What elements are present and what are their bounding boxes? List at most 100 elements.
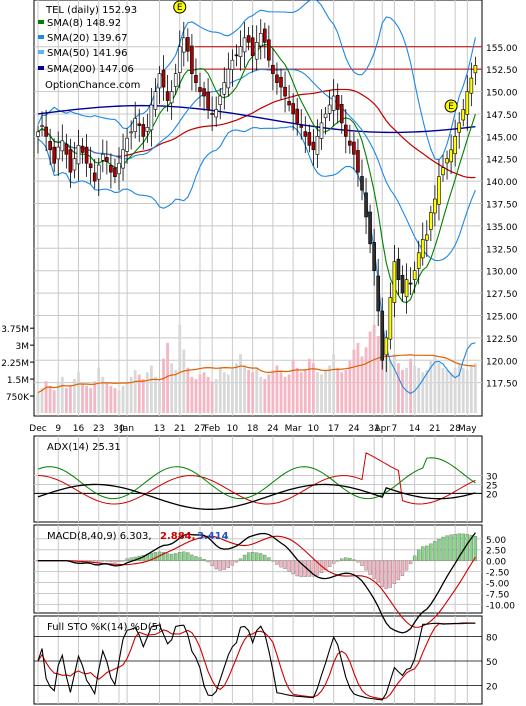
legend-swatch-sma20	[38, 35, 44, 39]
volume-bar	[85, 385, 88, 413]
sto-k-line	[37, 622, 476, 701]
price-tick-label: 125.00	[486, 312, 518, 322]
volume-bar	[376, 336, 380, 413]
macd-histogram-bar	[473, 536, 478, 561]
price-tick-label: 127.50	[486, 290, 518, 300]
bollinger-lower-line	[37, 126, 476, 395]
candle-up	[461, 109, 466, 121]
macd-histogram-bar	[275, 560, 279, 565]
candle-up	[60, 140, 65, 152]
candle-down	[234, 54, 239, 57]
volume-bar	[81, 383, 84, 413]
volume-tick-label: 2.25M	[1, 359, 29, 369]
x-tick-label: 27	[194, 424, 205, 434]
volume-bar	[429, 360, 433, 413]
legend-swatch-sma200	[38, 66, 44, 70]
macd-histogram-bar	[364, 560, 368, 571]
volume-bar	[137, 374, 141, 413]
macd-histogram-bar	[109, 560, 113, 562]
candle-up	[384, 337, 389, 356]
macd-tick-label: -5.00	[486, 580, 510, 590]
candle-down	[210, 113, 214, 115]
macd-histogram-bar	[372, 560, 376, 579]
volume-bar	[150, 365, 153, 413]
candle-down	[44, 126, 48, 137]
volume-bar	[247, 370, 250, 413]
macd-histogram-bar	[408, 560, 413, 565]
candle-up	[420, 239, 425, 259]
macd-histogram-bar	[441, 536, 445, 561]
macd-histogram-bar	[315, 560, 320, 576]
candle-up	[226, 68, 231, 89]
volume-bar	[401, 370, 404, 413]
macd-histogram-bar	[465, 534, 469, 561]
bollinger-upper-line	[37, 0, 476, 161]
volume-bar	[332, 354, 336, 413]
candle-up	[465, 91, 470, 115]
macd-histogram-bar	[352, 559, 356, 561]
price-tick-label: 155.00	[486, 44, 518, 54]
macd-histogram-bar	[461, 533, 465, 561]
volume-bar	[69, 385, 72, 413]
volume-bar	[239, 354, 242, 413]
macd-histogram-bar	[380, 560, 384, 587]
volume-bar	[409, 358, 412, 413]
price-tick-label: 150.00	[486, 89, 518, 99]
volume-bar	[393, 354, 396, 413]
volume-bar	[417, 367, 421, 413]
volume-bar	[251, 372, 255, 413]
volume-bars	[36, 324, 477, 413]
volume-bar	[433, 356, 437, 413]
sto-tick-label: 50	[486, 658, 498, 668]
volume-bar	[356, 342, 360, 413]
macd-histogram-bar	[101, 560, 105, 562]
volume-bar	[364, 347, 368, 413]
candle-up	[424, 234, 429, 241]
macd-tick-label: 0.00	[486, 558, 506, 568]
volume-bar	[64, 388, 68, 413]
macd-histogram-bar	[238, 558, 243, 561]
candle-up	[230, 59, 235, 70]
macd-histogram-bar	[246, 552, 251, 561]
candle-down	[348, 140, 352, 146]
volume-bar	[141, 379, 145, 413]
price-tick-label: 135.00	[486, 223, 518, 233]
macd-histogram-bar	[437, 538, 441, 561]
macd-histogram-bar	[186, 552, 190, 561]
macd-hist-label: 3.414	[197, 531, 229, 542]
macd-histogram-bar	[218, 560, 222, 571]
volume-bar	[60, 376, 64, 413]
adx-label: ADX(14) 25.31	[47, 442, 121, 453]
candle-down	[262, 28, 267, 43]
volume-bar	[474, 363, 477, 413]
price-tick-label: 137.50	[486, 201, 518, 211]
candle-down	[137, 123, 142, 126]
candle-down	[376, 275, 381, 312]
candle-down	[48, 141, 52, 151]
adx-tick-label: 25	[486, 481, 497, 491]
macd-histogram-bar	[433, 541, 437, 561]
chart-title: TEL (daily) 152.93	[45, 5, 137, 16]
candle-up	[153, 91, 158, 110]
candle-up	[392, 261, 397, 303]
volume-bar	[469, 365, 473, 413]
volume-bar	[182, 349, 186, 413]
volume-bar	[56, 383, 60, 413]
candle-up	[222, 82, 227, 95]
candle-up	[416, 252, 421, 269]
volume-bar	[235, 363, 238, 413]
candle-down	[287, 101, 291, 106]
volume-bar	[190, 376, 194, 413]
candle-up	[125, 137, 129, 152]
volume-bar	[372, 324, 376, 413]
candle-down	[186, 37, 190, 52]
macd-histogram-bar	[214, 560, 218, 570]
x-tick-label: 10	[227, 424, 239, 434]
candle-down	[202, 88, 206, 97]
price-tick-label: 120.00	[486, 357, 518, 367]
macd-histogram-bar	[149, 552, 154, 561]
macd-histogram-bar	[230, 560, 235, 566]
macd-histogram-bar	[113, 560, 117, 563]
candle-down	[356, 150, 360, 173]
